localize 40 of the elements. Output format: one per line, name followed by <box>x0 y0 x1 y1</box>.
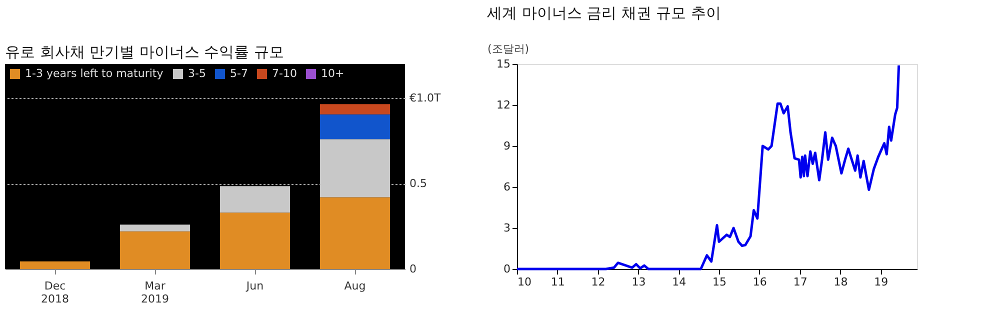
y-tick-label: 3 <box>504 222 510 234</box>
x-tick-label: Dec 2018 <box>41 280 69 306</box>
y-tick-label: 15 <box>496 58 510 70</box>
bar <box>320 197 390 269</box>
x-tick-label: 19 <box>874 276 888 288</box>
x-tick-label: Mar 2019 <box>141 280 169 306</box>
bar <box>220 212 290 269</box>
bar <box>120 224 190 232</box>
x-tick-label: 17 <box>793 276 808 288</box>
bar <box>20 261 90 269</box>
legend-label: 5-7 <box>230 67 248 80</box>
x-tick-label: Aug <box>344 280 366 292</box>
chart-title: 세계 마이너스 금리 채권 규모 추이 <box>487 4 721 22</box>
x-tick-label: 13 <box>632 276 646 288</box>
bar <box>320 139 390 198</box>
bar <box>120 231 190 269</box>
legend-label: 3-5 <box>188 67 206 80</box>
bar <box>320 114 390 140</box>
y-tick-label: 6 <box>504 180 510 194</box>
y-tick-label: €1.0T <box>410 92 441 105</box>
x-tick-label: 12 <box>591 276 606 288</box>
bar <box>320 104 390 114</box>
x-tick-label: Jun <box>245 280 264 292</box>
y-tick-label: 9 <box>504 140 510 152</box>
y-tick-label: 0 <box>504 262 510 276</box>
x-tick-label: 10 <box>518 276 532 288</box>
x-tick-label: 11 <box>550 276 565 288</box>
x-tick-label: 14 <box>672 276 686 288</box>
y-tick-label: 0 <box>410 262 416 276</box>
y-axis-title: (조달러) <box>488 42 530 56</box>
y-tick-label: 0.5 <box>410 177 427 190</box>
legend-label: 7-10 <box>272 67 297 80</box>
chart-title: 유로 회사채 만기별 마이너스 수익률 규모 <box>5 43 284 61</box>
x-tick-label: 15 <box>712 276 727 288</box>
x-tick-label: 16 <box>752 276 767 288</box>
legend-label: 10+ <box>321 67 344 80</box>
legend-label: 1-3 years left to maturity <box>25 67 164 80</box>
bar <box>220 186 290 213</box>
x-tick-label: 18 <box>834 276 848 288</box>
y-tick-label: 12 <box>496 98 510 112</box>
